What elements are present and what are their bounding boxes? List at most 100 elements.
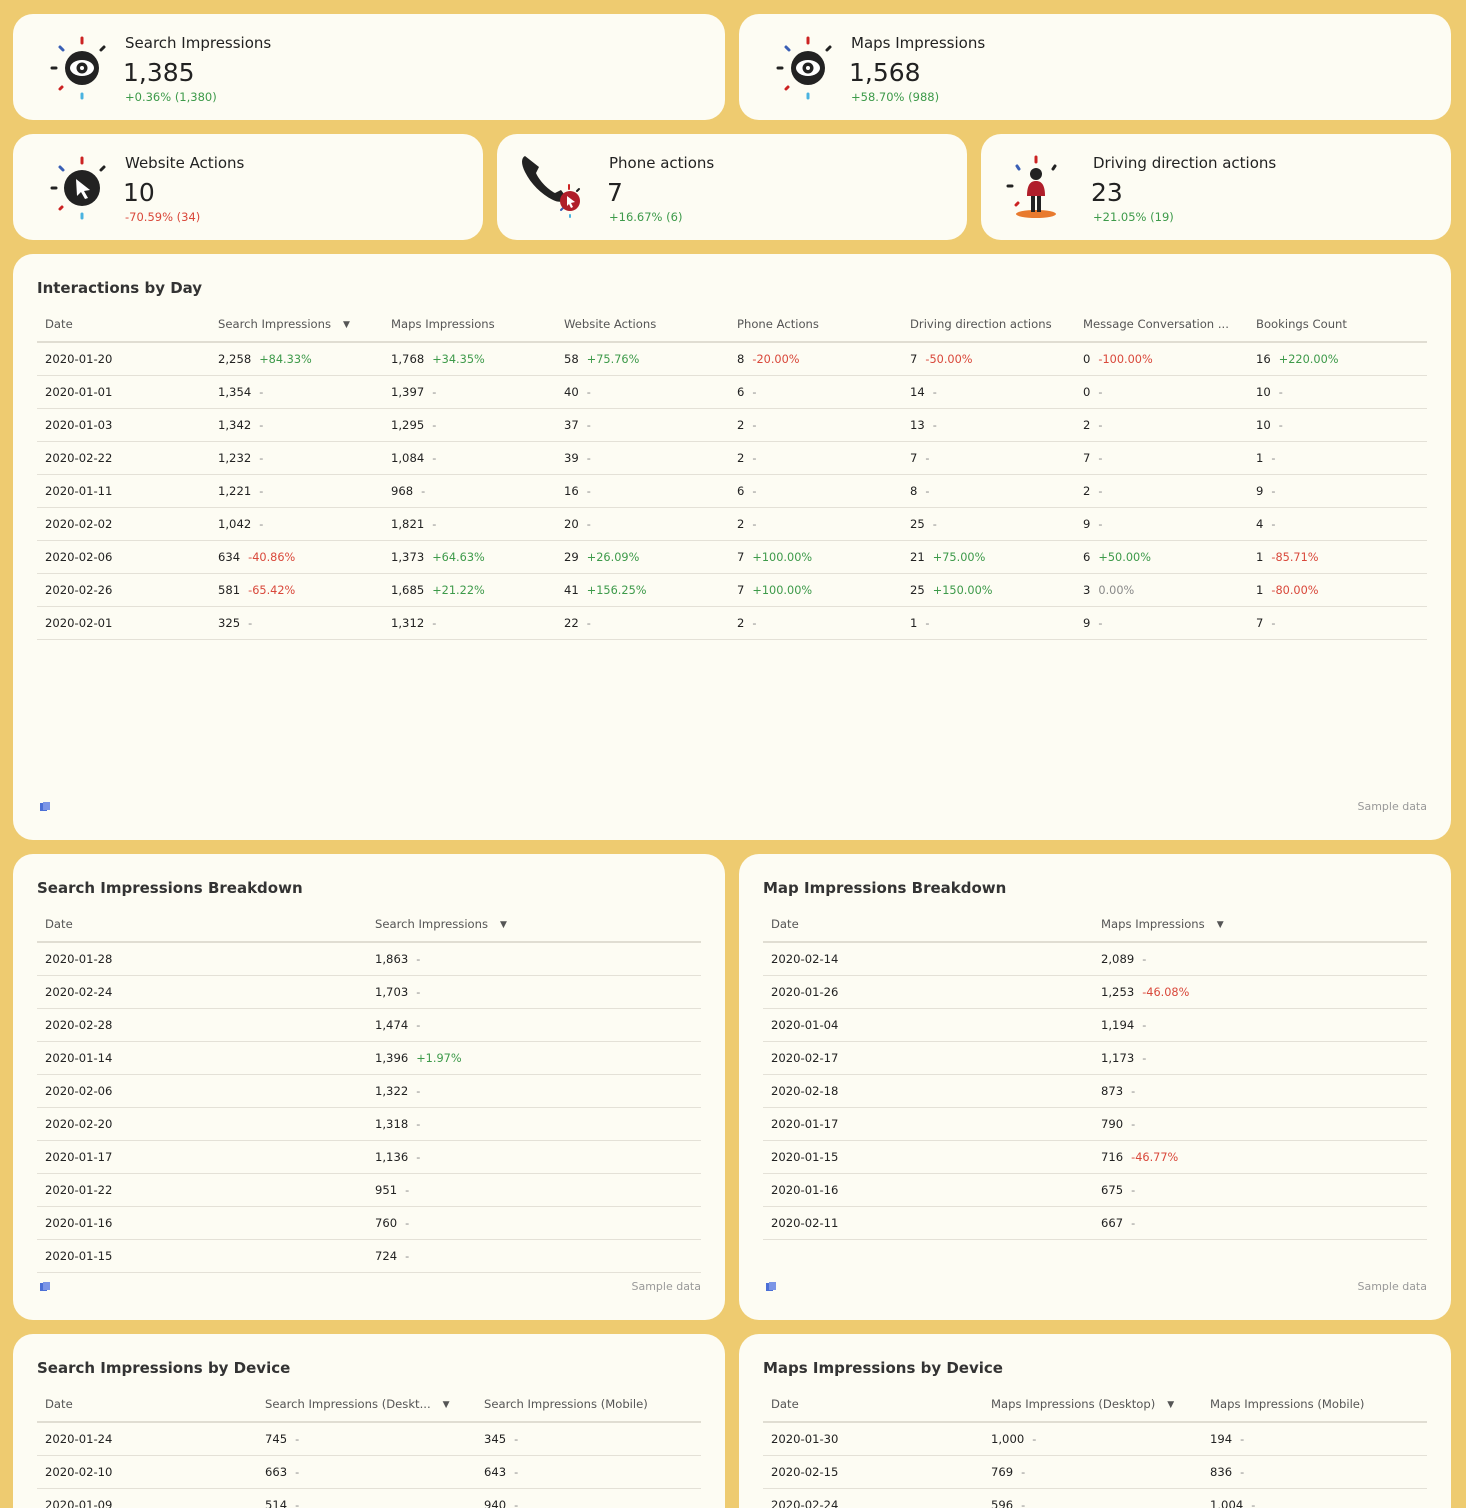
- cell-value: 1,221: [218, 483, 252, 498]
- column-header[interactable]: Message Conversation ...: [1075, 306, 1248, 343]
- value-cell: 951-: [367, 1173, 701, 1207]
- table-row[interactable]: 2020-01-28 1,863-: [37, 942, 701, 976]
- table-row[interactable]: 2020-01-14 1,396 +1.97%: [37, 1041, 701, 1075]
- table-header-row: Date Search Impressions ▼ Maps Impressions W…: [37, 306, 1427, 343]
- table-row[interactable]: 2020-01-15 724-: [37, 1239, 701, 1273]
- cell-delta: -: [514, 1432, 519, 1446]
- sort-descending-icon[interactable]: ▼: [1216, 919, 1224, 930]
- column-header[interactable]: Date: [763, 906, 1093, 943]
- value-cell: 7 -50.00%: [902, 342, 1075, 376]
- column-header[interactable]: Date: [763, 1386, 983, 1423]
- kpi-card-website-actions: Website Actions 10 -70.59% (34): [13, 134, 483, 240]
- table-row[interactable]: 2020-02-14 2,089-: [763, 942, 1427, 976]
- value-cell: 0-: [1075, 375, 1248, 409]
- value-cell: 25-: [902, 507, 1075, 541]
- column-header[interactable]: Website Actions: [556, 306, 729, 343]
- table-row[interactable]: 2020-02-01 325-1,312-22-2-1-9-7-: [37, 606, 1427, 640]
- column-header[interactable]: Phone Actions: [729, 306, 902, 343]
- date-cell: 2020-02-20: [37, 1107, 367, 1141]
- kpi-delta: +16.67% (6): [609, 210, 683, 224]
- date-cell: 2020-01-16: [763, 1173, 1093, 1207]
- cell-value: 1,173: [1101, 1050, 1135, 1065]
- table-row[interactable]: 2020-01-20 2,258 +84.33% 1,768 +34.35% 58 +75.…: [37, 342, 1427, 376]
- table-row[interactable]: 2020-02-10 663-643-: [37, 1455, 701, 1489]
- cell-value: 7: [910, 450, 918, 465]
- value-cell: 745-: [257, 1422, 476, 1456]
- table-row[interactable]: 2020-02-26 581 -65.42% 1,685 +21.22% 41 +156.2…: [37, 573, 1427, 607]
- table-row[interactable]: 2020-02-20 1,318-: [37, 1107, 701, 1141]
- date-cell: 2020-01-17: [763, 1107, 1093, 1141]
- table-row[interactable]: 2020-01-01 1,354-1,397-40-6-14-0-10-: [37, 375, 1427, 409]
- value-cell: 41 +156.25%: [556, 573, 729, 607]
- column-header[interactable]: Maps Impressions (Mobile): [1202, 1386, 1427, 1423]
- sort-descending-icon[interactable]: ▼: [343, 319, 350, 330]
- column-header[interactable]: Search Impressions (Mobile): [476, 1386, 701, 1423]
- sort-descending-icon[interactable]: ▼: [1167, 1399, 1175, 1410]
- cell-value: 1,232: [218, 450, 252, 465]
- cell-value: 1,342: [218, 417, 252, 432]
- table-row[interactable]: 2020-02-02 1,042-1,821-20-2-25-9-4-: [37, 507, 1427, 541]
- table-row[interactable]: 2020-01-24 745-345-: [37, 1422, 701, 1456]
- value-cell: 9-: [1075, 507, 1248, 541]
- cell-delta: -: [752, 484, 757, 498]
- table-row[interactable]: 2020-02-06 634 -40.86% 1,373 +64.63% 29 +26.09…: [37, 540, 1427, 574]
- column-header[interactable]: Search Impressions ▼: [367, 906, 701, 943]
- column-header[interactable]: Driving direction actions: [902, 306, 1075, 343]
- table-row[interactable]: 2020-02-06 1,322-: [37, 1074, 701, 1108]
- table-row[interactable]: 2020-02-24 1,703-: [37, 975, 701, 1009]
- cell-delta: -: [1278, 418, 1283, 432]
- table-row[interactable]: 2020-01-04 1,194-: [763, 1008, 1427, 1042]
- value-cell: 596-: [983, 1488, 1202, 1508]
- value-cell: 6 +50.00%: [1075, 540, 1248, 574]
- table-row[interactable]: 2020-02-18 873-: [763, 1074, 1427, 1108]
- column-header[interactable]: Date: [37, 1386, 257, 1423]
- table-row[interactable]: 2020-02-28 1,474-: [37, 1008, 701, 1042]
- table-row[interactable]: 2020-02-24 596-1,004-: [763, 1488, 1427, 1508]
- column-header[interactable]: Bookings Count: [1248, 306, 1427, 343]
- sort-descending-icon[interactable]: ▼: [442, 1399, 450, 1410]
- cell-delta: -: [1271, 517, 1276, 531]
- column-header-label: Date: [45, 316, 73, 331]
- cell-delta: -65.42%: [248, 583, 296, 597]
- table-row[interactable]: 2020-01-22 951-: [37, 1173, 701, 1207]
- cell-value: 1,295: [391, 417, 425, 432]
- value-cell: 1,232-: [210, 441, 383, 475]
- table-row[interactable]: 2020-01-15 716 -46.77%: [763, 1140, 1427, 1174]
- table-row[interactable]: 2020-02-22 1,232-1,084-39-2-7-7-1-: [37, 441, 1427, 475]
- column-header[interactable]: Maps Impressions ▼: [1093, 906, 1427, 943]
- cell-value: 1,004: [1210, 1497, 1244, 1508]
- cell-delta: -50.00%: [925, 352, 973, 366]
- column-header[interactable]: Date: [37, 306, 210, 343]
- column-header-label: Maps Impressions (Mobile): [1210, 1396, 1365, 1411]
- cell-value: 873: [1101, 1083, 1124, 1098]
- column-header[interactable]: Search Impressions (Deskt... ▼: [257, 1386, 476, 1423]
- data-source-icon[interactable]: [39, 1281, 51, 1293]
- column-header[interactable]: Search Impressions ▼: [210, 306, 383, 343]
- table-row[interactable]: 2020-01-26 1,253 -46.08%: [763, 975, 1427, 1009]
- search-impressions-by-device-card: Search Impressions by Device Date Search …: [13, 1334, 725, 1508]
- cell-value: 790: [1101, 1116, 1124, 1131]
- table-row[interactable]: 2020-01-17 1,136-: [37, 1140, 701, 1174]
- table-row[interactable]: 2020-01-11 1,221-968-16-6-8-2-9-: [37, 474, 1427, 508]
- date-cell: 2020-01-17: [37, 1140, 367, 1174]
- data-source-icon[interactable]: [39, 801, 51, 813]
- table-row[interactable]: 2020-02-11 667-: [763, 1206, 1427, 1240]
- sort-descending-icon[interactable]: ▼: [500, 919, 507, 930]
- cell-value: 25: [910, 516, 925, 531]
- column-header[interactable]: Maps Impressions: [383, 306, 556, 343]
- table-row[interactable]: 2020-01-09 514-940-: [37, 1488, 701, 1508]
- cell-delta: -: [405, 1249, 410, 1263]
- cell-delta: -: [1131, 1216, 1136, 1230]
- table-row[interactable]: 2020-01-16 760-: [37, 1206, 701, 1240]
- table-row[interactable]: 2020-02-15 769-836-: [763, 1455, 1427, 1489]
- value-cell: 1,863-: [367, 942, 701, 976]
- table-row[interactable]: 2020-01-30 1,000-194-: [763, 1422, 1427, 1456]
- table-row[interactable]: 2020-02-17 1,173-: [763, 1041, 1427, 1075]
- data-source-icon[interactable]: [765, 1281, 777, 1293]
- table-row[interactable]: 2020-01-16 675-: [763, 1173, 1427, 1207]
- column-header[interactable]: Maps Impressions (Desktop) ▼: [983, 1386, 1202, 1423]
- table-row[interactable]: 2020-01-17 790-: [763, 1107, 1427, 1141]
- column-header[interactable]: Date: [37, 906, 367, 943]
- table-row[interactable]: 2020-01-03 1,342-1,295-37-2-13-2-10-: [37, 408, 1427, 442]
- cell-value: 1,396: [375, 1050, 409, 1065]
